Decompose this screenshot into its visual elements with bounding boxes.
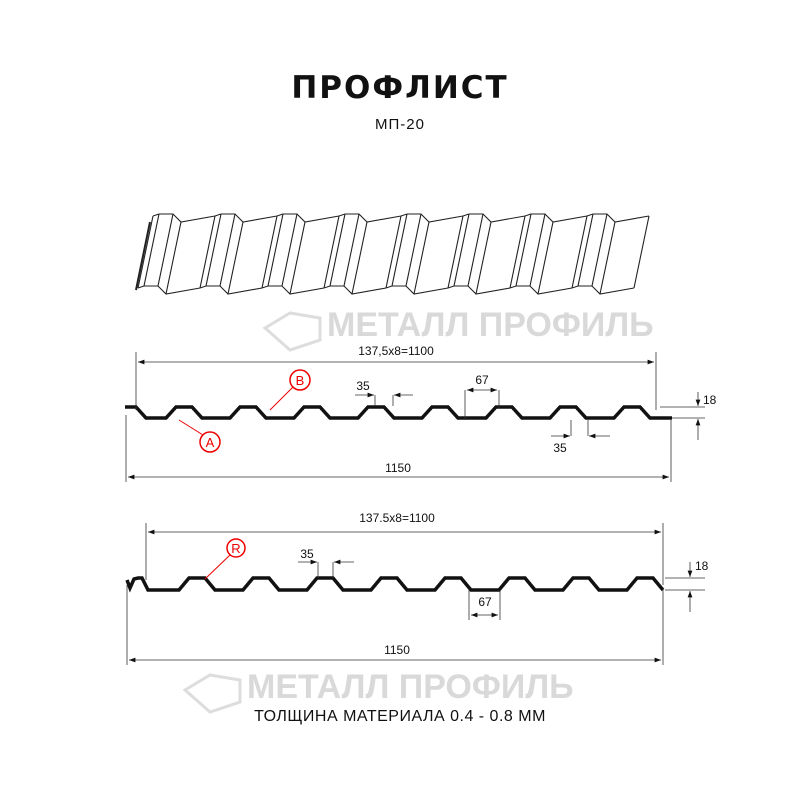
watermark-2: МЕТАЛЛ ПРОФИЛЬ <box>182 668 574 714</box>
profile-b-outline <box>125 576 665 593</box>
top-width-label: 35 <box>356 379 370 393</box>
sheet-edge <box>537 221 554 295</box>
top-width-label: 35 <box>300 547 314 561</box>
svg-text:B: B <box>296 373 305 388</box>
sheet-edge <box>475 221 492 295</box>
sheet-edge <box>591 213 608 287</box>
watermark-1: МЕТАЛЛ ПРОФИЛЬ <box>262 306 654 352</box>
svg-text:A: A <box>206 435 215 450</box>
total-width-label: 1150 <box>385 461 411 475</box>
sheet-edge <box>281 213 298 287</box>
marker-a: A <box>178 419 221 453</box>
sheet-edge <box>343 213 360 287</box>
sheet-edge <box>413 221 430 295</box>
sheet-edge <box>205 213 222 287</box>
marker-r: R <box>204 538 246 580</box>
rib-base-label: 67 <box>478 595 492 609</box>
sheet-edge <box>453 213 470 287</box>
svg-text:МЕТАЛЛ ПРОФИЛЬ: МЕТАЛЛ ПРОФИЛЬ <box>247 668 574 706</box>
sheet-edge <box>267 213 284 287</box>
sheet-edge <box>227 221 244 295</box>
bottom-width-label: 35 <box>553 441 567 455</box>
height-label: 18 <box>695 559 709 573</box>
sheet-edge <box>515 213 532 287</box>
sheet-edge <box>329 213 346 287</box>
sheet-edge <box>137 215 154 289</box>
sheet-edge <box>261 215 278 289</box>
material-thickness: ТОЛЩИНА МАТЕРИАЛА 0.4 - 0.8 ММ <box>254 708 546 725</box>
sheet-edge <box>509 215 526 289</box>
sheet-3d-view <box>135 213 650 295</box>
pitch-label: 137.5x8=1100 <box>359 511 435 525</box>
sheet-edge <box>385 215 402 289</box>
sheet-edge <box>143 213 160 287</box>
svg-text:R: R <box>231 541 240 556</box>
sheet-edge <box>571 215 588 289</box>
marker-b: B <box>269 369 311 411</box>
profile-b: 137.5x8=1100 1150 35 67 18 R <box>125 511 709 665</box>
sheet-edge <box>467 213 484 287</box>
rib-base-label: 67 <box>475 373 489 387</box>
pitch-label: 137,5x8=1100 <box>358 344 434 358</box>
sheet-edge <box>391 213 408 287</box>
sheet-edge <box>577 213 594 287</box>
sheet-edge <box>447 215 464 289</box>
profile-a: 137,5x8=1100 1150 35 67 35 18 A B <box>125 344 717 482</box>
sheet-edge <box>599 221 616 295</box>
sheet-edge <box>219 213 236 287</box>
total-width-label: 1150 <box>384 643 410 657</box>
sheet-edge <box>323 215 340 289</box>
sheet-edge <box>633 215 650 289</box>
page-title: ПРОФЛИСТ <box>291 70 509 106</box>
model-subtitle: МП-20 <box>375 116 425 133</box>
svg-text:МЕТАЛЛ ПРОФИЛЬ: МЕТАЛЛ ПРОФИЛЬ <box>327 306 654 344</box>
sheet-edge <box>157 213 174 287</box>
sheet-edge <box>135 221 151 291</box>
sheet-edge <box>405 213 422 287</box>
sheet-edge <box>351 221 368 295</box>
height-label: 18 <box>703 393 717 407</box>
profile-a-outline <box>125 405 672 420</box>
sheet-edge <box>199 215 216 289</box>
sheet-edge <box>529 213 546 287</box>
sheet-edge <box>289 221 306 295</box>
sheet-edge <box>165 221 182 295</box>
